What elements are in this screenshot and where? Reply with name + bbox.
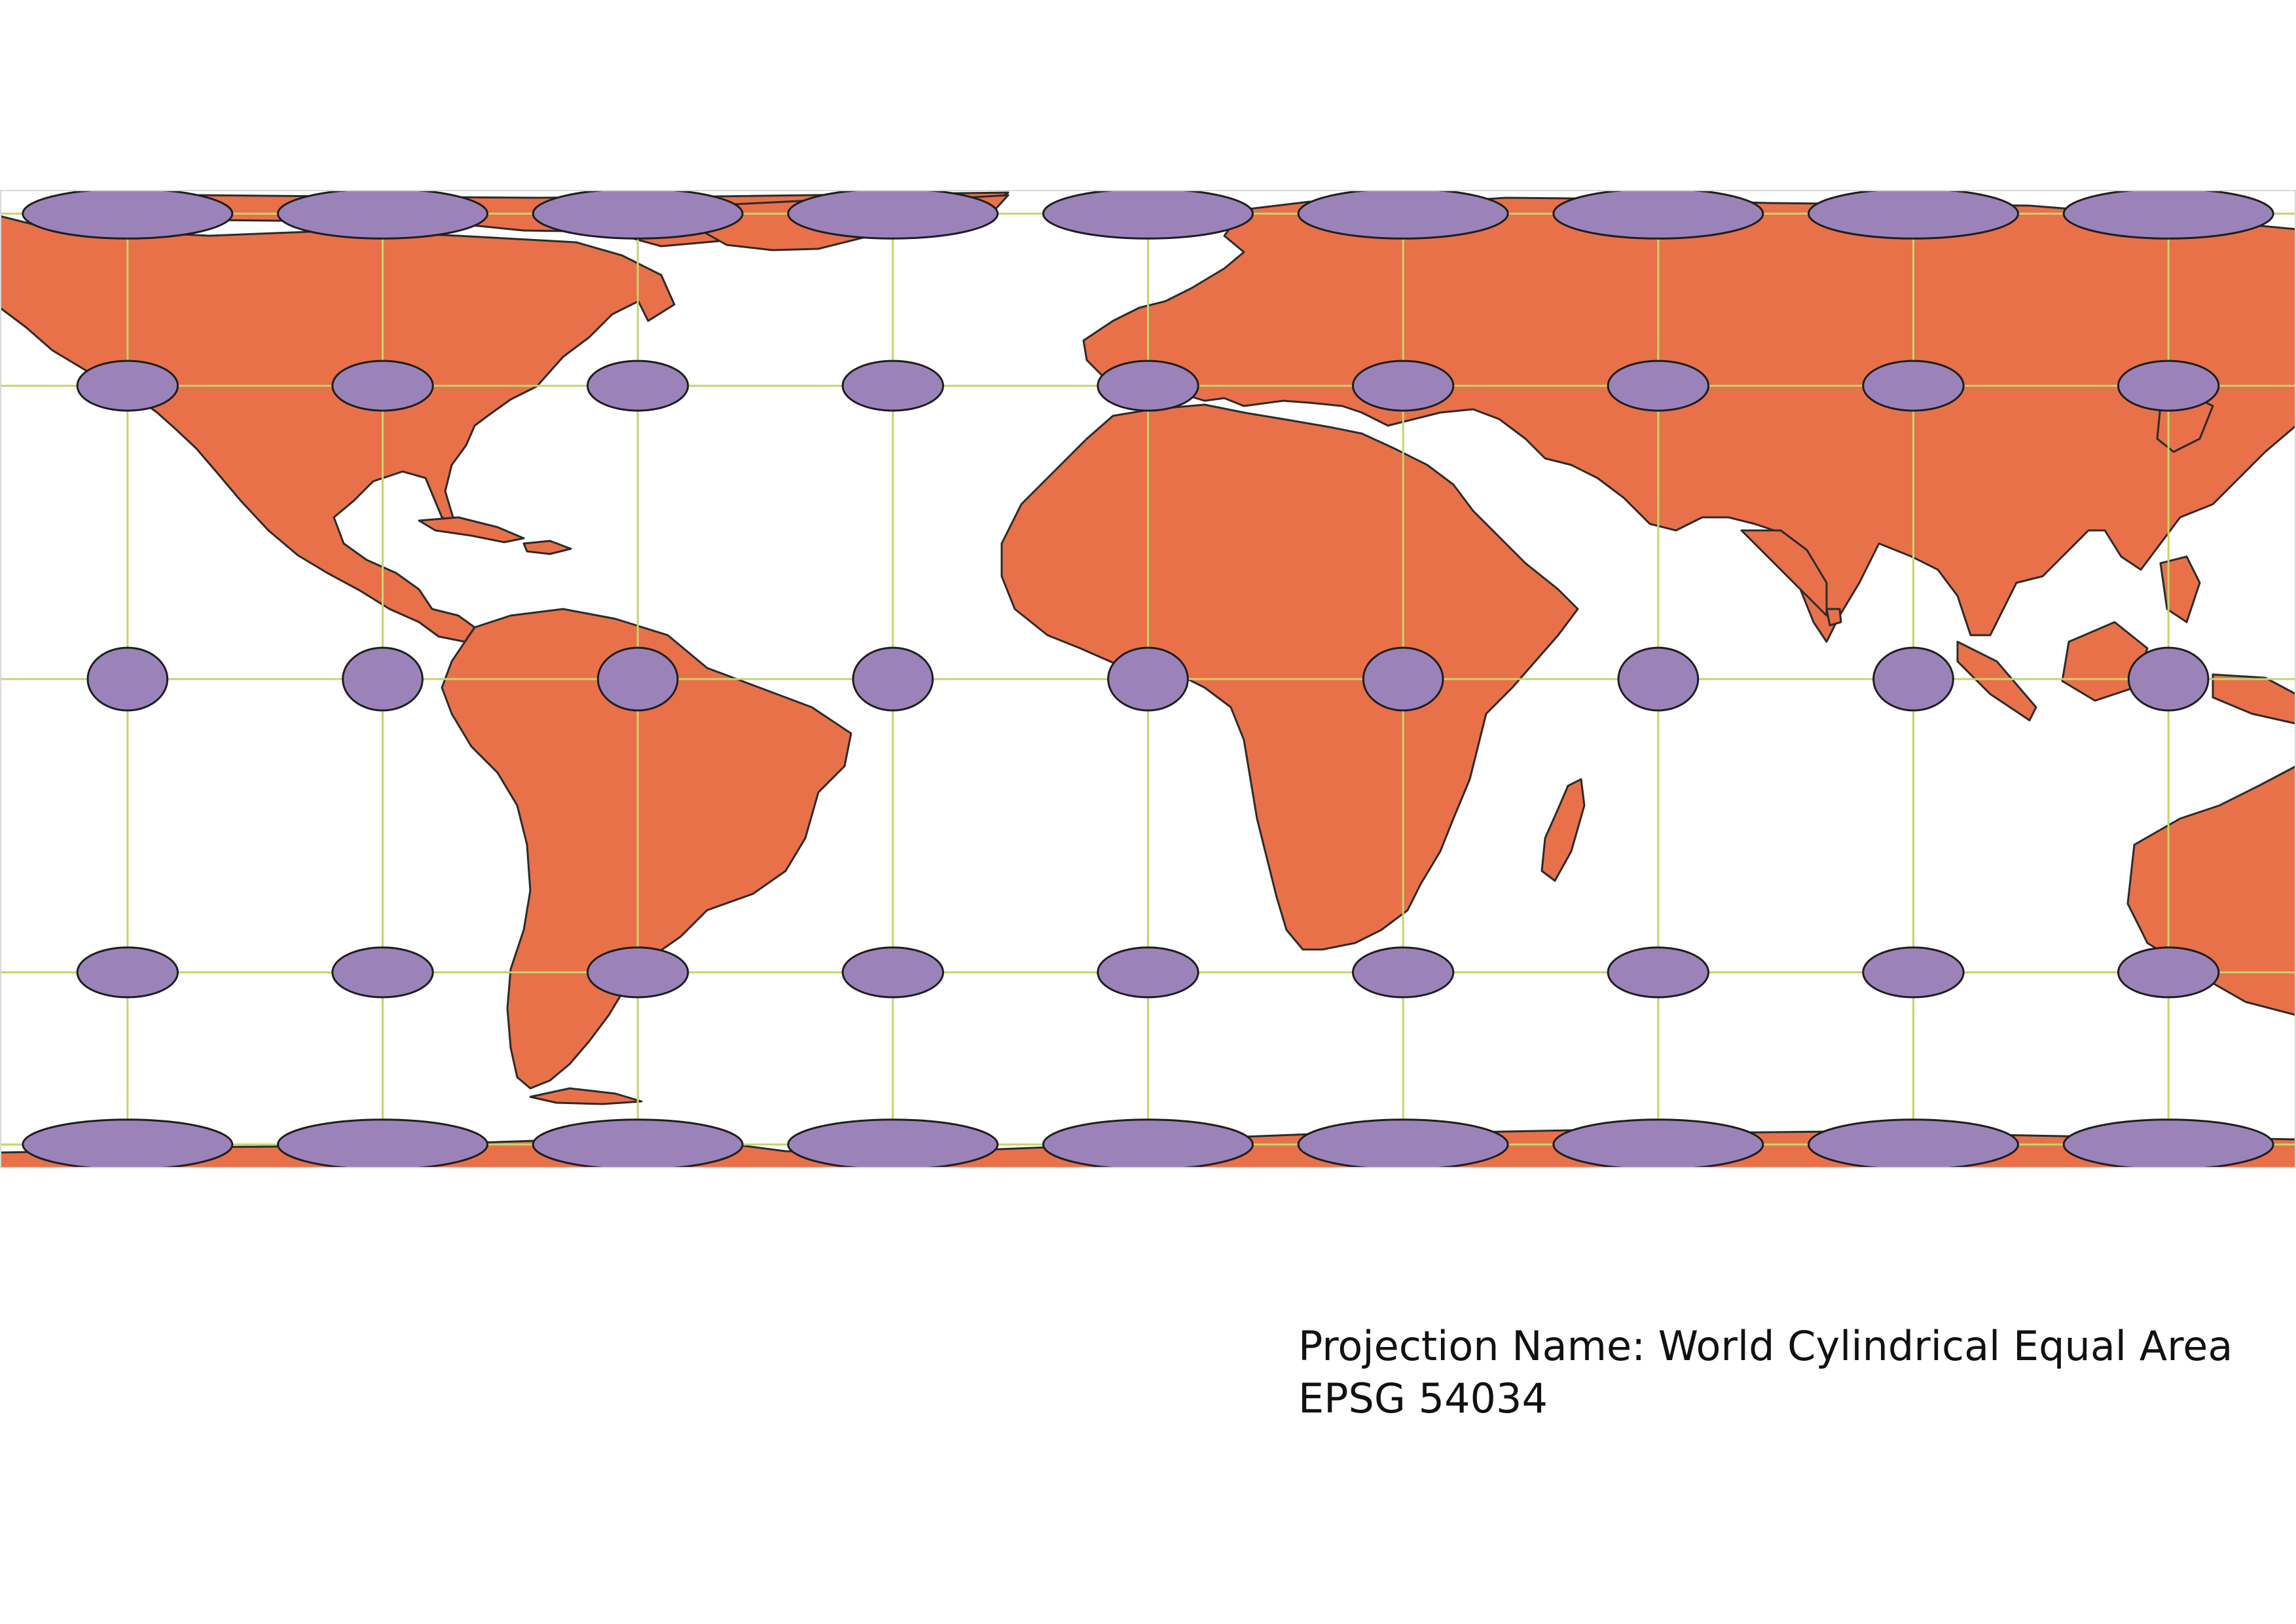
land-new-guinea bbox=[2212, 673, 2296, 725]
tissot-indicatrix bbox=[1097, 946, 1199, 999]
tissot-indicatrix bbox=[787, 1118, 999, 1168]
tissot-indicatrix bbox=[1808, 190, 2019, 240]
tissot-indicatrix bbox=[586, 946, 689, 999]
tissot-indicatrix bbox=[1552, 1118, 1764, 1168]
tissot-indicatrix bbox=[2117, 946, 2220, 999]
tissot-indicatrix bbox=[1607, 946, 1710, 999]
tissot-indicatrix bbox=[331, 946, 434, 999]
tissot-indicatrix bbox=[342, 646, 424, 712]
tissot-indicatrix bbox=[787, 190, 999, 240]
tissot-indicatrix bbox=[76, 360, 179, 412]
tissot-indicatrix bbox=[2127, 646, 2210, 712]
land-sri-lanka bbox=[1825, 608, 1842, 627]
tissot-indicatrix bbox=[852, 646, 934, 712]
tissot-indicatrix bbox=[277, 1118, 488, 1168]
tissot-indicatrix bbox=[2062, 1118, 2274, 1168]
tissot-indicatrix bbox=[1362, 646, 1444, 712]
tissot-indicatrix bbox=[1617, 646, 1700, 712]
tissot-indicatrix bbox=[1862, 946, 1965, 999]
land-philippines bbox=[2159, 555, 2201, 623]
tissot-indicatrix bbox=[1607, 360, 1710, 412]
tissot-indicatrix bbox=[596, 646, 679, 712]
land-south-america bbox=[441, 608, 852, 1090]
world-map bbox=[0, 190, 2296, 1168]
tissot-indicatrix bbox=[1042, 1118, 1254, 1168]
tissot-indicatrix bbox=[277, 190, 488, 240]
land-india bbox=[1740, 529, 1828, 617]
tissot-indicatrix bbox=[1552, 190, 1764, 240]
tissot-indicatrix bbox=[331, 360, 434, 412]
tissot-indicatrix bbox=[1351, 360, 1455, 412]
tissot-indicatrix bbox=[2062, 190, 2274, 240]
tissot-indicatrix bbox=[532, 190, 744, 240]
tissot-indicatrix bbox=[22, 1118, 234, 1168]
tissot-indicatrix bbox=[86, 646, 169, 712]
land-sumatra bbox=[1956, 640, 2037, 722]
land-hispaniola bbox=[522, 540, 572, 555]
land-madagascar bbox=[1540, 778, 1586, 882]
tissot-indicatrix bbox=[1042, 190, 1254, 240]
tissot-indicatrix bbox=[76, 946, 179, 999]
tissot-indicatrix bbox=[22, 190, 234, 240]
tissot-indicatrix bbox=[2117, 360, 2220, 412]
tissot-indicatrix bbox=[1097, 360, 1199, 412]
tissot-indicatrix bbox=[532, 1118, 744, 1168]
tissot-indicatrix bbox=[1862, 360, 1965, 412]
tissot-indicatrix bbox=[1872, 646, 1954, 712]
land-cuba bbox=[418, 516, 525, 544]
tissot-indicatrix bbox=[1107, 646, 1189, 712]
tissot-indicatrix bbox=[841, 360, 945, 412]
tissot-indicatrix bbox=[1297, 190, 1509, 240]
epsg-code-label: EPSG 54034 bbox=[1298, 1375, 1548, 1422]
map-canvas bbox=[0, 190, 2296, 1168]
tissot-indicatrix bbox=[841, 946, 945, 999]
map-frame-border bbox=[0, 190, 2296, 1168]
projection-name-label: Projection Name: World Cylindrical Equal… bbox=[1298, 1322, 2233, 1370]
tissot-indicatrix bbox=[1808, 1118, 2019, 1168]
land-africa bbox=[1000, 403, 1579, 951]
tissot-indicatrix bbox=[1351, 946, 1455, 999]
tissot-indicatrix bbox=[1297, 1118, 1509, 1168]
land-antarctic-peninsula bbox=[529, 1087, 643, 1105]
tissot-indicatrix bbox=[586, 360, 689, 412]
land-north-america bbox=[0, 215, 676, 643]
tissot-indicatrix-layer bbox=[22, 190, 2274, 1168]
